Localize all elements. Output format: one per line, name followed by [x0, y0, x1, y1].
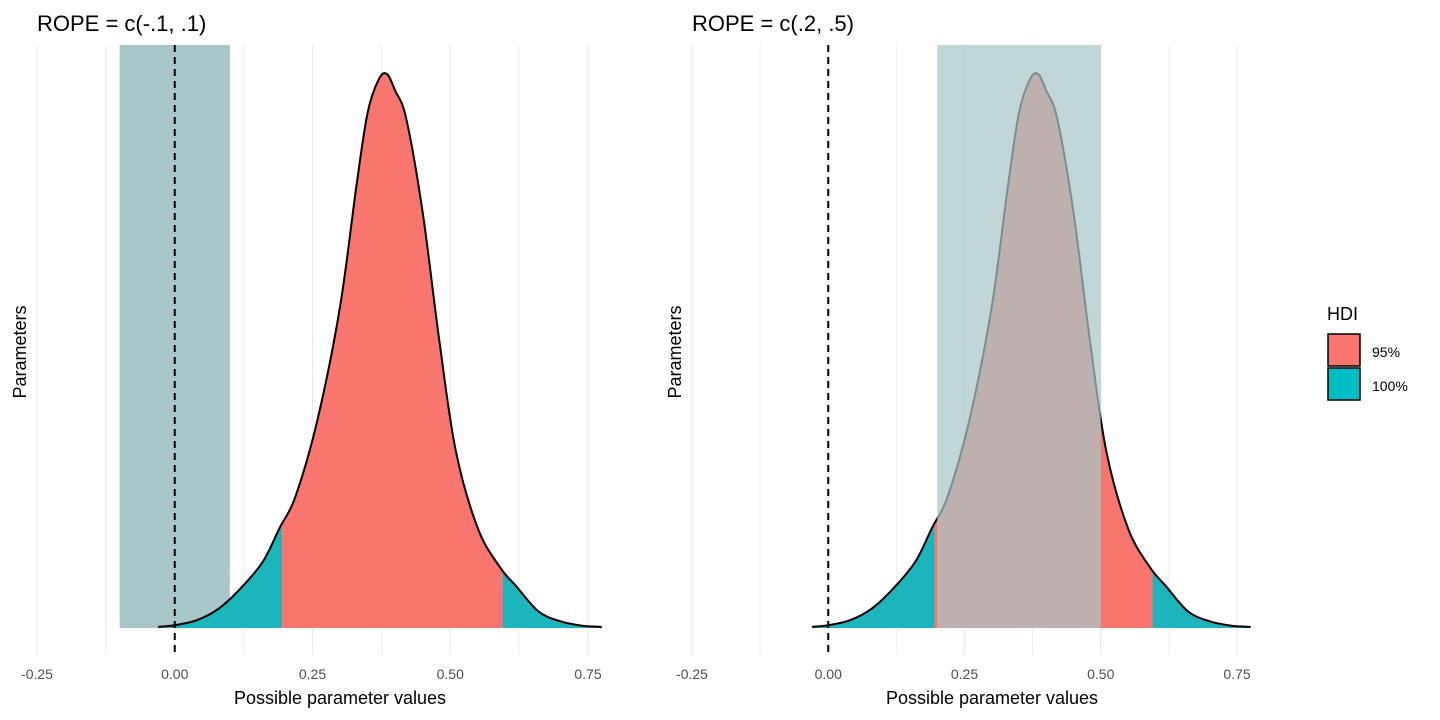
legend-label-100: 100% [1372, 378, 1408, 394]
left-density-fill-tail-left-100 [158, 522, 283, 628]
right-x-axis-label: Possible parameter values [886, 688, 1098, 708]
legend-swatch-95 [1327, 333, 1361, 367]
left-x-tick-label-2: 0.25 [299, 666, 326, 682]
right-x-tick-label-0: -0.25 [676, 666, 708, 682]
legend: HDI 95% 100% [1327, 304, 1408, 401]
left-x-tick-label-0: -0.25 [21, 666, 53, 682]
right-density-fill-tail-left-100 [811, 522, 935, 628]
right-x-tick-label-3: 0.50 [1087, 666, 1114, 682]
left-density-fill-tail-right-100 [502, 570, 602, 628]
left-panel: ROPE = c(-.1, .1) -0.25 0.00 0.25 0.50 0.75 … [10, 11, 602, 708]
left-x-tick-label-3: 0.50 [437, 666, 464, 682]
legend-title: HDI [1327, 304, 1358, 324]
left-density-outline [158, 72, 602, 628]
legend-label-95: 95% [1372, 344, 1400, 360]
right-density [811, 45, 1251, 629]
left-x-axis-label: Possible parameter values [234, 688, 446, 708]
left-x-tick-label-4: 0.75 [574, 666, 601, 682]
right-y-axis-label: Parameters [665, 305, 685, 398]
right-x-ticks: -0.25 0.00 0.25 0.50 0.75 [676, 666, 1251, 682]
left-x-ticks: -0.25 0.00 0.25 0.50 0.75 [21, 666, 602, 682]
right-panel: ROPE = c(.2, .5) -0.25 0.00 0.25 0.50 0.75 P… [665, 11, 1251, 708]
right-x-tick-label-2: 0.25 [951, 666, 978, 682]
left-panel-title: ROPE = c(-.1, .1) [37, 11, 206, 36]
legend-swatch-100 [1327, 367, 1361, 401]
right-x-tick-label-4: 0.75 [1223, 666, 1250, 682]
left-y-axis-label: Parameters [10, 305, 30, 398]
right-x-tick-label-1: 0.00 [815, 666, 842, 682]
right-rope-rect [937, 45, 1101, 628]
left-density-fill-hdi-95 [282, 73, 503, 629]
right-panel-title: ROPE = c(.2, .5) [692, 11, 854, 36]
left-x-tick-label-1: 0.00 [161, 666, 188, 682]
left-density [158, 72, 602, 629]
right-density-fill-tail-right-100 [1152, 570, 1251, 628]
